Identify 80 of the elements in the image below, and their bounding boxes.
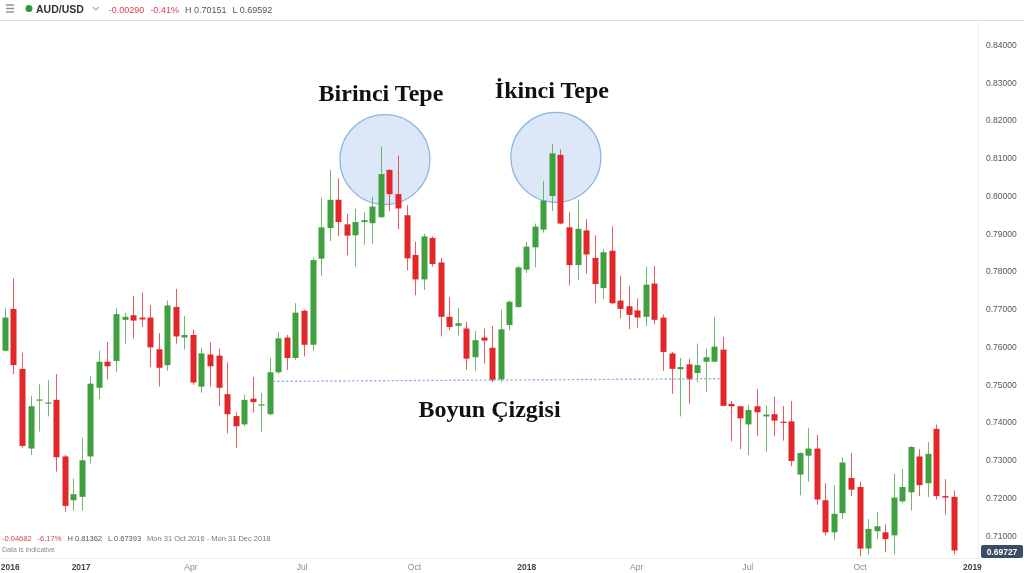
- candlestick: [455, 307, 462, 337]
- y-tick-label: 0.80000: [986, 190, 1017, 201]
- candlestick: [361, 211, 368, 246]
- chart-title: AUD/USD: [36, 2, 85, 15]
- y-tick-label: 0.81000: [986, 153, 1017, 164]
- candlestick: [737, 405, 744, 450]
- candlestick: [481, 328, 488, 365]
- candlestick: [797, 451, 804, 496]
- y-tick-label: 0.71000: [986, 530, 1017, 541]
- candlestick: [233, 411, 240, 449]
- y-tick-label: 0.77000: [986, 304, 1017, 315]
- candlestick: [156, 332, 163, 388]
- text: H 0.70151: [184, 4, 227, 15]
- candlestick: [335, 177, 342, 237]
- annotation: İkinci Tepe: [494, 77, 610, 104]
- x-tick-label: Oct: [407, 562, 422, 573]
- x-tick-label: 2018: [517, 562, 537, 573]
- candlestick: [369, 196, 376, 245]
- candlestick: [703, 348, 710, 393]
- text: -0.00290: [108, 4, 145, 15]
- y-tick-label: 0.79000: [986, 228, 1017, 239]
- candlestick: [532, 223, 539, 268]
- candlestick: [745, 404, 752, 456]
- y-tick-label: 0.75000: [986, 379, 1017, 390]
- candlestick: [250, 376, 257, 414]
- candlestick: [122, 312, 129, 345]
- y-tick-label: 0.72000: [986, 492, 1017, 503]
- x-tick-label: 2017: [71, 562, 91, 573]
- y-tick-label: 0.84000: [986, 39, 1017, 50]
- candlestick: [694, 343, 701, 383]
- y-tick-label: 0.73000: [986, 455, 1017, 466]
- x-tick-label: 2019: [962, 562, 983, 573]
- candlestick: [848, 452, 855, 497]
- candlestick: [634, 297, 641, 329]
- candlestick: [669, 351, 676, 395]
- candlestick: [874, 511, 881, 540]
- candlestick: [207, 341, 214, 388]
- x-tick-label: Apr: [184, 562, 198, 573]
- text: -0.41%: [150, 4, 179, 15]
- candlestick: [523, 241, 530, 274]
- text: L 0.69592: [232, 4, 273, 15]
- y-tick-label: 0.82000: [986, 115, 1017, 126]
- candlestick: [771, 396, 778, 437]
- candlestick: [942, 478, 949, 516]
- candlestick: [181, 315, 188, 351]
- candlestick: [130, 295, 137, 339]
- candlestick: [36, 383, 43, 433]
- y-tick-label: 0.83000: [986, 77, 1017, 88]
- candlestick: [506, 300, 513, 331]
- candlestick: [865, 518, 872, 555]
- x-tick-label: 2016: [0, 562, 20, 573]
- candlestick: [472, 330, 479, 372]
- x-tick-label: Jul: [296, 562, 308, 573]
- candlestick: [45, 379, 52, 417]
- candlestick: [711, 316, 718, 363]
- candlestick: [899, 468, 906, 504]
- candlestick: [754, 388, 761, 437]
- y-tick-label: 0.76000: [986, 341, 1017, 352]
- candlestick: [686, 358, 693, 405]
- candlestick: [344, 213, 351, 256]
- candlestick: [258, 392, 265, 433]
- text: 0.69727: [986, 546, 1018, 557]
- y-tick-label: 0.78000: [986, 266, 1017, 277]
- x-tick-label: Oct: [853, 562, 868, 573]
- candlestick: [352, 208, 359, 268]
- candlestick: [805, 427, 812, 483]
- candlestick: [882, 523, 889, 553]
- y-tick-label: 0.74000: [986, 417, 1017, 428]
- candlestick: [70, 478, 77, 511]
- candlestick: [446, 296, 453, 331]
- annotation: Birinci Tepe: [318, 79, 444, 106]
- candlestick: [224, 361, 231, 434]
- candlestick: [831, 484, 838, 540]
- x-tick-label: Jul: [742, 562, 754, 573]
- candlestick: [395, 155, 402, 230]
- x-tick-label: Apr: [630, 562, 644, 573]
- candlestick: [284, 334, 291, 371]
- candlestick: [617, 275, 624, 320]
- series-label: Boyun Çizgisi: [418, 396, 561, 423]
- candlestick: [626, 285, 633, 330]
